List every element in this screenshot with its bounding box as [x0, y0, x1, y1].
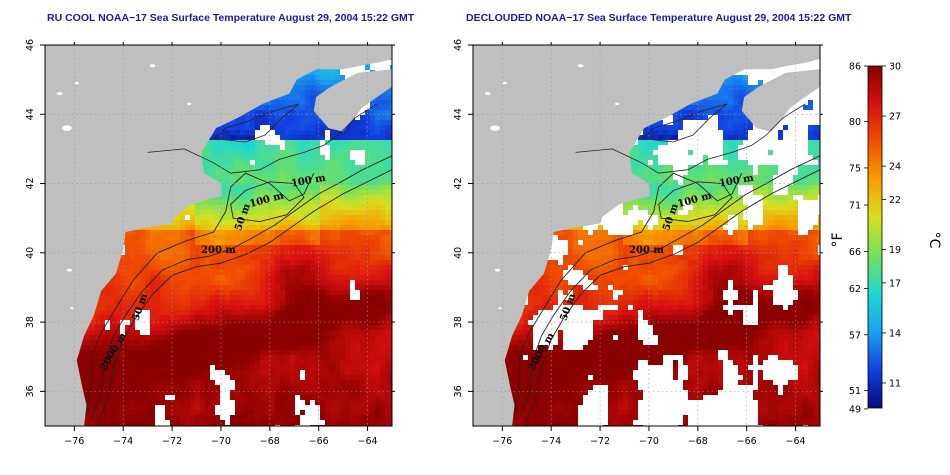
y-tick-label: 46 [25, 39, 36, 51]
fahrenheit-tick-label: 71 [849, 201, 861, 212]
map-frame [44, 44, 393, 427]
celsius-tick-label: 22 [889, 195, 901, 206]
celsius-tick-label: 27 [889, 112, 901, 123]
fahrenheit-tick-label: 57 [849, 330, 861, 341]
y-tick-label: 40 [25, 247, 36, 259]
y-tick-label: 44 [25, 108, 36, 120]
fahrenheit-tick-label: 51 [849, 386, 861, 397]
x-tick-label: −70 [211, 436, 231, 447]
x-tick-label: −70 [639, 436, 659, 447]
x-tick-label: −72 [590, 436, 610, 447]
x-tick-label: −68 [688, 436, 708, 447]
x-tick-label: −76 [64, 436, 84, 447]
y-tick-label: 38 [25, 316, 36, 328]
celsius-tick-label: 19 [889, 245, 901, 256]
y-tick-label: 40 [453, 247, 464, 259]
fahrenheit-tick-label: 62 [849, 284, 861, 295]
y-tick-label: 42 [25, 177, 36, 189]
map-frame [472, 44, 821, 427]
land-mass [473, 45, 820, 426]
celsius-tick-label: 24 [889, 162, 901, 173]
x-tick-label: −66 [309, 436, 329, 447]
fahrenheit-unit-label: °F [830, 232, 846, 247]
celsius-unit-label: °C [926, 232, 942, 249]
x-tick-label: −76 [492, 436, 512, 447]
sst-field [45, 45, 392, 426]
contour-label: 200 m [201, 245, 236, 256]
celsius-tick-label: 30 [889, 62, 901, 73]
sst-field [473, 45, 820, 426]
right-panel-title: DECLOUDED NOAA−17 Sea Surface Temperatur… [466, 12, 852, 24]
fahrenheit-tick-label: 66 [849, 247, 861, 258]
y-tick-label: 36 [453, 385, 464, 397]
y-tick-label: 42 [453, 177, 464, 189]
land-mass [45, 45, 392, 426]
y-tick-label: 38 [453, 316, 464, 328]
y-tick-label: 44 [453, 108, 464, 120]
celsius-tick-label: 11 [889, 378, 901, 389]
x-tick-label: −64 [786, 436, 806, 447]
x-tick-label: −74 [113, 436, 133, 447]
x-tick-label: −66 [737, 436, 757, 447]
x-tick-label: −64 [358, 436, 378, 447]
fahrenheit-tick-label: 80 [849, 117, 861, 128]
celsius-tick-label: 17 [889, 278, 901, 289]
fahrenheit-tick-label: 86 [849, 62, 861, 73]
contour-label: 200 m [629, 245, 664, 256]
x-tick-label: −68 [260, 436, 280, 447]
y-tick-label: 46 [453, 39, 464, 51]
celsius-tick-label: 14 [889, 328, 901, 339]
fahrenheit-tick-label: 75 [849, 163, 861, 174]
left-panel-title: RU COOL NOAA−17 Sea Surface Temperature … [47, 12, 415, 24]
colorbar-gradient [867, 65, 883, 409]
x-tick-label: −72 [162, 436, 182, 447]
x-tick-label: −74 [541, 436, 561, 447]
fahrenheit-tick-label: 49 [849, 404, 861, 415]
y-tick-label: 36 [25, 385, 36, 397]
